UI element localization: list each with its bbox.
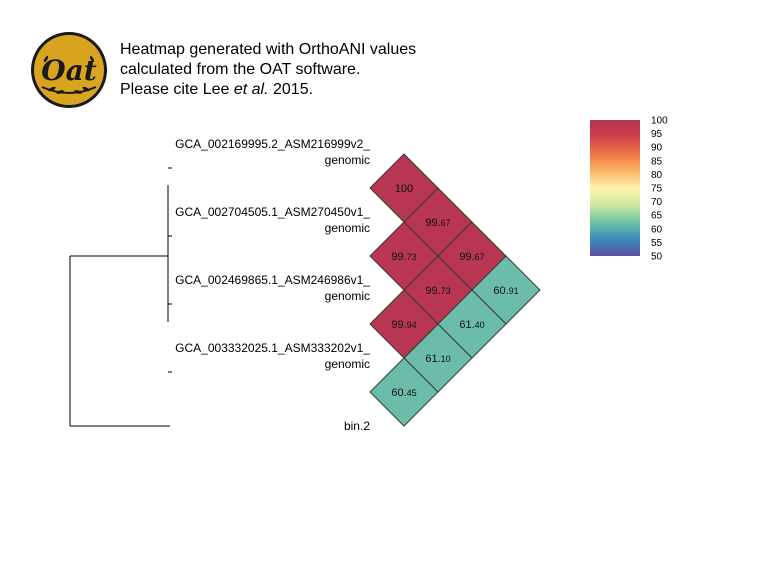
heatmap-value-1-2: 99.73	[425, 285, 450, 297]
heatmap-value-2-2: 99.94	[391, 319, 416, 331]
legend-tick-80: 80	[651, 170, 663, 181]
dendrogram	[69, 167, 172, 427]
legend-tick-55: 55	[651, 238, 663, 249]
heatmap-cell-2-2	[369, 289, 439, 359]
legend-tick-85: 85	[651, 156, 663, 167]
caption-line-1: Heatmap generated with OrthoANI values	[120, 41, 417, 58]
heatmap-value-0-0: 100	[395, 183, 413, 195]
genome-label-2-line2: genomic	[325, 289, 370, 303]
legend-tick-100: 100	[651, 116, 668, 127]
heatmap-value-2-3: 61.10	[425, 353, 450, 365]
genome-label-1-line1: GCA_002704505.1_ASM270450v1_	[175, 205, 370, 219]
legend-tick-75: 75	[651, 184, 663, 195]
legend-tick-95: 95	[651, 129, 663, 140]
heatmap-cells: 100 99.67 99.67 60.91 99.73 61.40 61.10 60.45 99…	[369, 153, 541, 427]
genome-label-0-line2: genomic	[325, 153, 370, 167]
legend-tick-60: 60	[651, 224, 663, 235]
caption: Heatmap generated with OrthoANI values c…	[120, 40, 416, 100]
genome-label-0-line1: GCA_002169995.2_ASM216999v2_	[175, 137, 370, 151]
wheat-icon	[41, 86, 97, 94]
heatmap-value-1-3: 61.40	[459, 319, 484, 331]
oat-logo: Oat	[31, 32, 107, 108]
heatmap-value-0-2: 99.67	[459, 251, 484, 263]
legend-tick-70: 70	[651, 197, 663, 208]
heatmap-value-0-3: 60.91	[493, 285, 518, 297]
logo-text: Oat	[41, 54, 97, 87]
genome-label-3-line2: genomic	[325, 357, 370, 371]
heatmap-value-1-1: 99.73	[391, 251, 416, 263]
heatmap-cell-3-3	[369, 357, 439, 427]
color-legend: 100 95 90 85 80 75 70 65 60 55 50	[590, 116, 668, 263]
genome-label-3-line1: GCA_003332025.1_ASM333202v1_	[175, 341, 370, 355]
genome-label-2-line1: GCA_002469865.1_ASM246986v1_	[175, 273, 370, 287]
heatmap-value-3-3: 60.45	[391, 387, 416, 399]
genome-label-4: bin.2	[344, 419, 370, 433]
genome-label-1-line2: genomic	[325, 221, 370, 235]
caption-line-3-em: et al.	[233, 81, 269, 98]
legend-gradient-bar	[590, 120, 640, 256]
caption-line-3: Please cite Lee et al. 2015.	[120, 80, 416, 100]
heatmap-value-0-1: 99.67	[425, 217, 450, 229]
caption-line-3-pre: Please cite Lee	[120, 81, 234, 98]
genome-labels: GCA_002169995.2_ASM216999v2_genomic GCA_0…	[175, 137, 370, 433]
legend-tick-65: 65	[651, 211, 663, 222]
caption-line-3-post: 2015.	[268, 81, 314, 98]
caption-line-2: calculated from the OAT software.	[120, 61, 361, 78]
legend-tick-50: 50	[651, 252, 663, 263]
legend-tick-90: 90	[651, 143, 663, 154]
